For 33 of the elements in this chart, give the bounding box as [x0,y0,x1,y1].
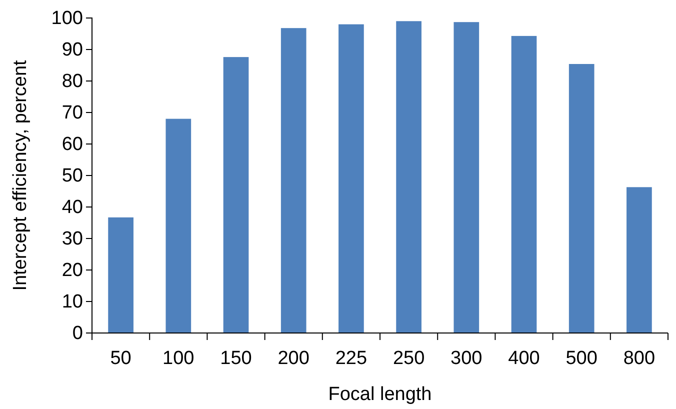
x-tick-label: 800 [623,348,656,369]
y-tick-label: 90 [62,40,83,61]
bar [568,64,594,333]
bar [166,118,192,333]
bar [338,24,364,333]
x-tick-label: 225 [335,348,368,369]
y-tick-label: 0 [72,323,83,344]
x-tick-label: 250 [392,348,425,369]
x-tick-label: 200 [278,348,310,369]
y-tick-label: 10 [62,292,83,313]
x-axis-title: Focal length [328,384,432,405]
y-tick-label: 30 [62,228,83,250]
x-tick-label: 400 [508,348,540,369]
x-tick-label: 500 [566,348,598,369]
y-axis-title: Intercept efficiency, percent [10,59,31,291]
bar [454,22,480,333]
y-tick-label: 40 [62,197,83,218]
bar [223,57,249,333]
y-tick-label: 80 [62,71,83,92]
x-tick-label: 100 [162,348,194,369]
bar [511,36,537,333]
x-tick-label: 150 [220,348,252,369]
bar [396,21,422,333]
x-tick-label: 300 [450,348,482,369]
x-tick-label: 50 [110,348,132,369]
bar [626,187,652,333]
y-tick-label: 100 [51,8,83,30]
y-tick-label: 60 [62,134,83,156]
bar [280,28,306,333]
bar [108,217,134,333]
y-tick-label: 20 [62,260,83,282]
y-tick-label: 50 [62,166,83,187]
y-tick-label: 70 [62,102,83,124]
